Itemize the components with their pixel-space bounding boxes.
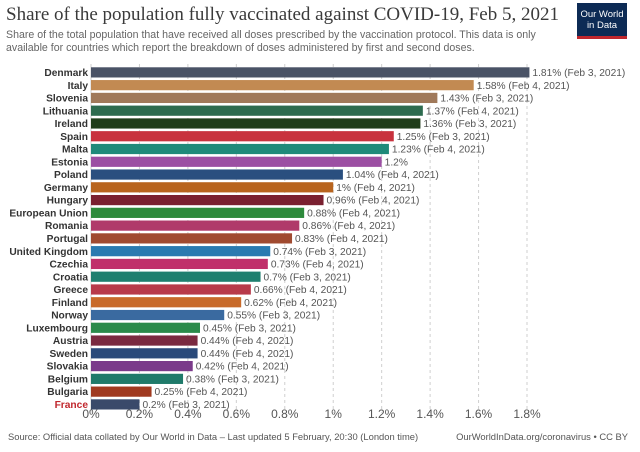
bar — [91, 348, 198, 359]
bar — [91, 373, 184, 384]
value-label: 0.44% (Feb 4, 2021) — [201, 336, 294, 347]
value-label: 1.04% (Feb 4, 2021) — [346, 170, 439, 181]
category-label: Portugal — [47, 234, 88, 245]
value-label: 0.88% (Feb 4, 2021) — [307, 208, 400, 219]
bar — [91, 258, 268, 270]
value-label: 1.25% (Feb 3, 2021) — [397, 132, 490, 143]
value-label: 0.96% (Feb 4, 2021) — [327, 196, 420, 207]
bar — [91, 156, 382, 167]
category-label: Sweden — [50, 349, 89, 360]
category-label: Bulgaria — [47, 387, 88, 398]
bar — [91, 284, 251, 295]
value-label: 0.86% (Feb 4, 2021) — [302, 221, 395, 232]
bar — [91, 105, 423, 116]
bar — [91, 322, 200, 333]
logo-line-1: Our World — [580, 9, 624, 20]
bar — [91, 360, 193, 372]
value-label: 0.83% (Feb 4, 2021) — [295, 234, 388, 245]
bar — [91, 169, 343, 180]
category-label: Malta — [62, 145, 88, 156]
category-label: Spain — [60, 132, 88, 143]
category-label: Czechia — [49, 260, 88, 271]
category-label: Greece — [53, 285, 88, 296]
x-tick-label: 1.4% — [416, 407, 444, 421]
bar — [91, 182, 334, 193]
bar — [91, 80, 474, 91]
bar — [91, 386, 152, 397]
bar — [91, 399, 140, 410]
value-label: 0.45% (Feb 3, 2021) — [203, 323, 296, 334]
category-label: Austria — [53, 336, 88, 347]
category-label: France — [55, 400, 89, 411]
bar — [91, 92, 438, 104]
x-tick-label: 0% — [82, 407, 100, 421]
x-tick-label: 0.6% — [223, 407, 251, 421]
category-label: Slovakia — [47, 362, 89, 373]
category-label: Estonia — [51, 157, 88, 168]
category-label: Lithuania — [43, 106, 89, 117]
value-label: 0.42% (Feb 4, 2021) — [196, 362, 289, 373]
bar — [91, 335, 198, 346]
category-label: Denmark — [44, 68, 88, 79]
x-tick-label: 1.2% — [368, 407, 396, 421]
bar-chart: 0% 0.2% 0.4% 0.6% 0.8% 1% 1.2% 1.4% 1.6% 1.8% Denm… — [9, 64, 625, 421]
bar — [91, 143, 389, 155]
category-label: Italy — [68, 81, 89, 92]
x-tick-label: 1% — [325, 407, 343, 421]
bar — [91, 297, 242, 308]
value-label: 1.58% (Feb 4, 2021) — [477, 81, 570, 92]
category-label: Romania — [45, 221, 88, 232]
x-tick-label: 1.6% — [465, 407, 493, 421]
x-tick-label: 0.2% — [126, 407, 154, 421]
value-label: 0.7% (Feb 3, 2021) — [264, 272, 351, 283]
category-label: Belgium — [48, 374, 88, 385]
value-label: 1.37% (Feb 4, 2021) — [426, 106, 519, 117]
chart-title: Share of the population fully vaccinated… — [6, 4, 559, 25]
value-label: 1% (Feb 4, 2021) — [336, 183, 415, 194]
value-label: 1.36% (Feb 3, 2021) — [423, 119, 516, 130]
value-label: 1.81% (Feb 3, 2021) — [532, 68, 625, 79]
chart-subtitle: Share of the total population that have … — [6, 29, 536, 54]
category-label: Croatia — [53, 272, 88, 283]
bar — [91, 67, 530, 78]
source-note: Source: Official data collated by Our Wo… — [8, 431, 419, 442]
value-label: 0.66% (Feb 4, 2021) — [254, 285, 347, 296]
bar — [91, 131, 394, 142]
value-label: 1.2% — [385, 157, 408, 168]
value-label: 1.23% (Feb 4, 2021) — [392, 145, 485, 156]
bar — [91, 118, 421, 129]
bar — [91, 309, 225, 321]
category-label: Germany — [44, 183, 89, 194]
value-label: 0.74% (Feb 3, 2021) — [273, 247, 366, 258]
bar — [91, 207, 305, 218]
logo-line-2: in Data — [586, 20, 618, 31]
value-label: 0.62% (Feb 4, 2021) — [244, 298, 337, 309]
bar — [91, 271, 261, 282]
category-label: Norway — [51, 311, 88, 322]
value-label: 0.44% (Feb 4, 2021) — [201, 349, 294, 360]
value-label: 0.25% (Feb 4, 2021) — [155, 387, 248, 398]
value-label: 1.43% (Feb 3, 2021) — [440, 94, 533, 105]
x-tick-label: 1.8% — [513, 407, 541, 421]
value-label: 0.2% (Feb 3, 2021) — [142, 400, 229, 411]
category-label: European Union — [9, 208, 88, 219]
x-tick-label: 0.8% — [271, 407, 299, 421]
owid-logo[interactable]: Our World in Data — [577, 3, 627, 39]
credit-link[interactable]: OurWorldInData.org/coronavirus • CC BY — [456, 431, 628, 442]
category-label: Ireland — [55, 119, 88, 130]
value-label: 0.38% (Feb 3, 2021) — [186, 374, 279, 385]
category-label: Slovenia — [46, 94, 88, 105]
bar — [91, 220, 300, 231]
bar — [91, 246, 271, 257]
category-label: Finland — [52, 298, 88, 309]
bar — [91, 233, 293, 244]
value-label: 0.55% (Feb 3, 2021) — [227, 311, 320, 322]
category-label: Hungary — [47, 196, 89, 207]
category-label: United Kingdom — [9, 247, 88, 258]
category-label: Luxembourg — [26, 323, 88, 334]
x-tick-label: 0.4% — [174, 407, 202, 421]
bar — [91, 194, 324, 206]
value-label: 0.73% (Feb 4, 2021) — [271, 260, 364, 271]
category-label: Poland — [54, 170, 88, 181]
